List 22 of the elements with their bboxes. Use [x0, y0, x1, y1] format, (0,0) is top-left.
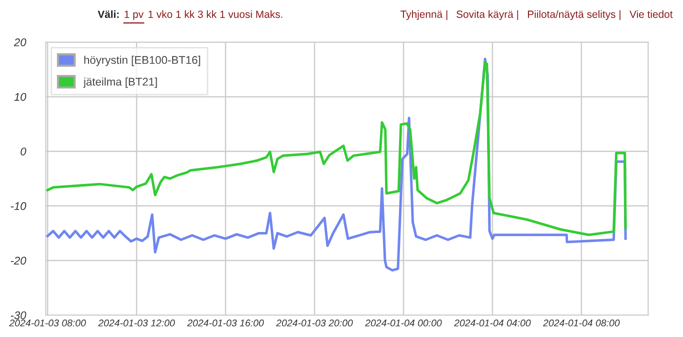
- x-tick-label: 2024-01-03 16:00: [187, 320, 264, 326]
- x-tick-label: 2024-01-03 20:00: [276, 320, 353, 326]
- y-tick-label: 10: [14, 92, 26, 101]
- x-tick-label: 2024-01-03 12:00: [98, 320, 175, 326]
- text: Sovita käyrä |: [456, 10, 518, 20]
- text: 1 pv: [124, 10, 144, 20]
- text: 1 vko 1 kk 3 kk 1 vuosi Maks.: [148, 10, 282, 18]
- x-tick-label: 2024-01-03 08:00: [9, 320, 86, 326]
- text: Tyhjennä |: [400, 10, 448, 20]
- x-tick-label: 2024-01-04 00:00: [365, 320, 442, 326]
- y-tick-label: -20: [10, 256, 26, 265]
- y-tick-label: 20: [14, 38, 26, 46]
- y-tick-label: 0: [20, 148, 26, 156]
- x-tick-label: 2024-01-04 04:00: [454, 320, 531, 326]
- legend-label: jäteilma [BT21]: [83, 77, 157, 88]
- text: Vie tiedot: [630, 10, 673, 18]
- text: Piilota/näytä selitys |: [528, 10, 620, 20]
- y-tick-label: -30: [10, 311, 26, 320]
- legend-label: höyrystin [EB100-BT16]: [84, 56, 200, 66]
- text: Väli:: [98, 10, 119, 18]
- x-tick-label: 2024-01-04 08:00: [543, 320, 620, 326]
- y-tick-label: -10: [10, 202, 26, 210]
